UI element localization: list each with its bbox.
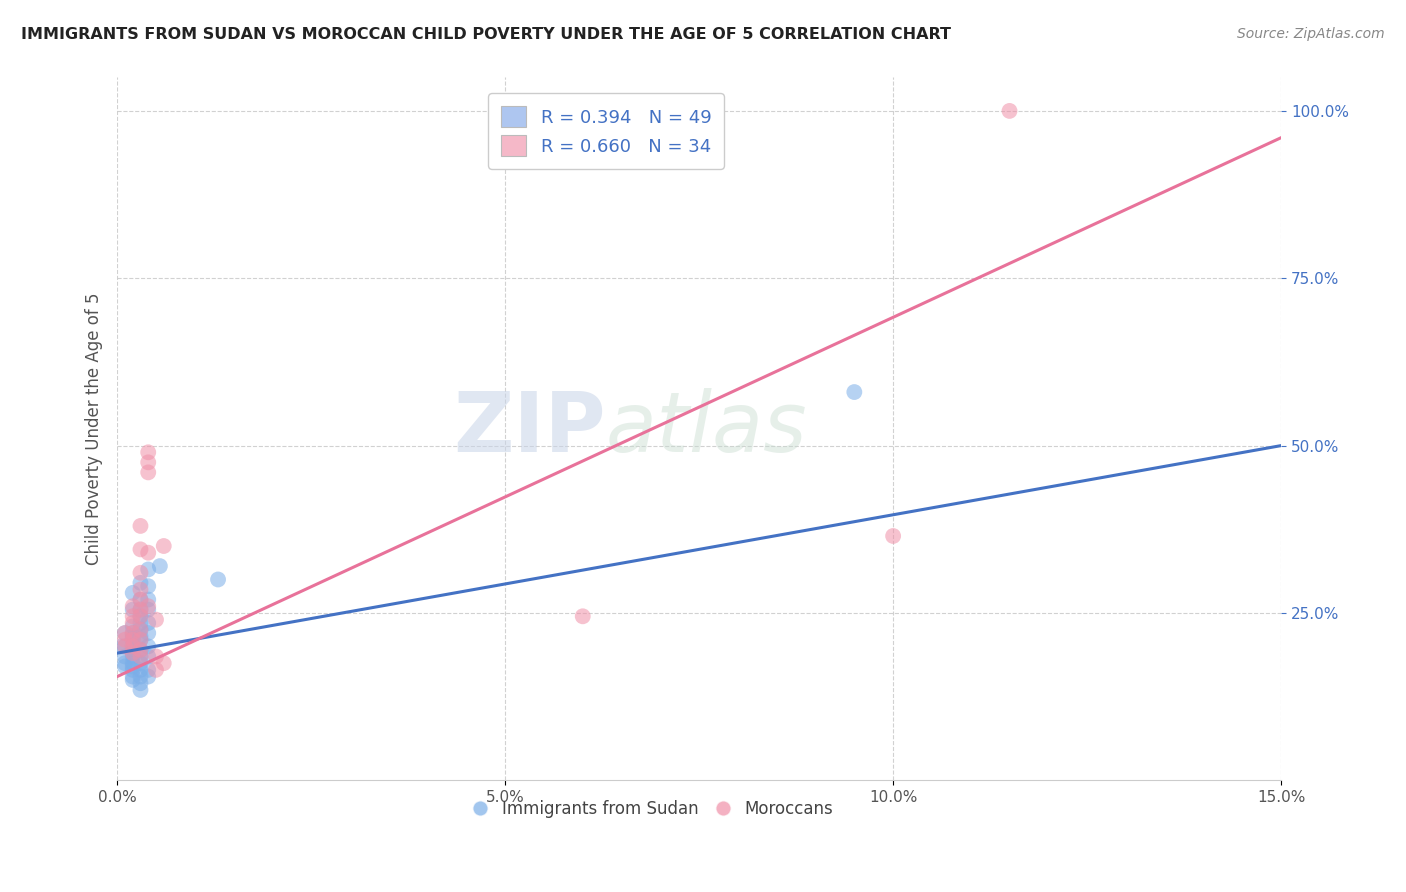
- Point: [121, 663, 143, 677]
- Point: [121, 619, 143, 633]
- Y-axis label: Child Poverty Under the Age of 5: Child Poverty Under the Age of 5: [86, 293, 103, 566]
- Point: [129, 676, 152, 690]
- Point: [129, 642, 152, 657]
- Legend: Immigrants from Sudan, Moroccans: Immigrants from Sudan, Moroccans: [465, 793, 841, 825]
- Point: [136, 626, 159, 640]
- Point: [121, 640, 143, 654]
- Point: [121, 615, 143, 630]
- Point: [129, 649, 152, 664]
- Point: [136, 602, 159, 616]
- Point: [136, 455, 159, 469]
- Point: [129, 609, 152, 624]
- Point: [129, 656, 152, 670]
- Point: [136, 466, 159, 480]
- Point: [121, 649, 143, 664]
- Point: [114, 659, 136, 673]
- Point: [136, 649, 159, 664]
- Point: [129, 519, 152, 533]
- Point: [121, 646, 143, 660]
- Point: [129, 623, 152, 637]
- Point: [571, 609, 593, 624]
- Point: [129, 632, 152, 647]
- Point: [121, 669, 143, 683]
- Point: [844, 385, 866, 400]
- Point: [136, 640, 159, 654]
- Point: [121, 642, 143, 657]
- Point: [114, 649, 136, 664]
- Point: [149, 559, 172, 574]
- Point: [121, 646, 143, 660]
- Point: [121, 609, 143, 624]
- Point: [129, 582, 152, 597]
- Point: [136, 445, 159, 459]
- Point: [152, 656, 174, 670]
- Point: [129, 682, 152, 697]
- Point: [114, 626, 136, 640]
- Point: [121, 640, 143, 654]
- Point: [121, 602, 143, 616]
- Point: [114, 640, 136, 654]
- Point: [129, 602, 152, 616]
- Point: [114, 640, 136, 654]
- Point: [129, 649, 152, 664]
- Point: [129, 642, 152, 657]
- Point: [121, 626, 143, 640]
- Point: [136, 599, 159, 614]
- Point: [121, 626, 143, 640]
- Point: [121, 673, 143, 687]
- Point: [129, 663, 152, 677]
- Point: [129, 615, 152, 630]
- Point: [121, 629, 143, 643]
- Point: [129, 592, 152, 607]
- Point: [121, 586, 143, 600]
- Text: IMMIGRANTS FROM SUDAN VS MOROCCAN CHILD POVERTY UNDER THE AGE OF 5 CORRELATION C: IMMIGRANTS FROM SUDAN VS MOROCCAN CHILD …: [21, 27, 950, 42]
- Point: [129, 542, 152, 557]
- Point: [136, 562, 159, 576]
- Point: [152, 539, 174, 553]
- Point: [145, 663, 167, 677]
- Point: [129, 592, 152, 607]
- Point: [114, 632, 136, 647]
- Point: [129, 623, 152, 637]
- Point: [136, 669, 159, 683]
- Point: [129, 629, 152, 643]
- Text: ZIP: ZIP: [454, 388, 606, 469]
- Point: [207, 573, 229, 587]
- Point: [121, 599, 143, 614]
- Point: [129, 669, 152, 683]
- Point: [145, 613, 167, 627]
- Point: [110, 640, 132, 654]
- Text: Source: ZipAtlas.com: Source: ZipAtlas.com: [1237, 27, 1385, 41]
- Point: [882, 529, 904, 543]
- Point: [114, 656, 136, 670]
- Point: [136, 615, 159, 630]
- Point: [129, 566, 152, 580]
- Point: [129, 575, 152, 590]
- Text: atlas: atlas: [606, 388, 807, 469]
- Point: [121, 656, 143, 670]
- Point: [998, 103, 1021, 118]
- Point: [129, 602, 152, 616]
- Point: [121, 632, 143, 647]
- Point: [121, 659, 143, 673]
- Point: [136, 663, 159, 677]
- Point: [121, 632, 143, 647]
- Point: [145, 649, 167, 664]
- Point: [114, 626, 136, 640]
- Point: [136, 579, 159, 593]
- Point: [129, 632, 152, 647]
- Point: [136, 592, 159, 607]
- Point: [136, 546, 159, 560]
- Point: [129, 609, 152, 624]
